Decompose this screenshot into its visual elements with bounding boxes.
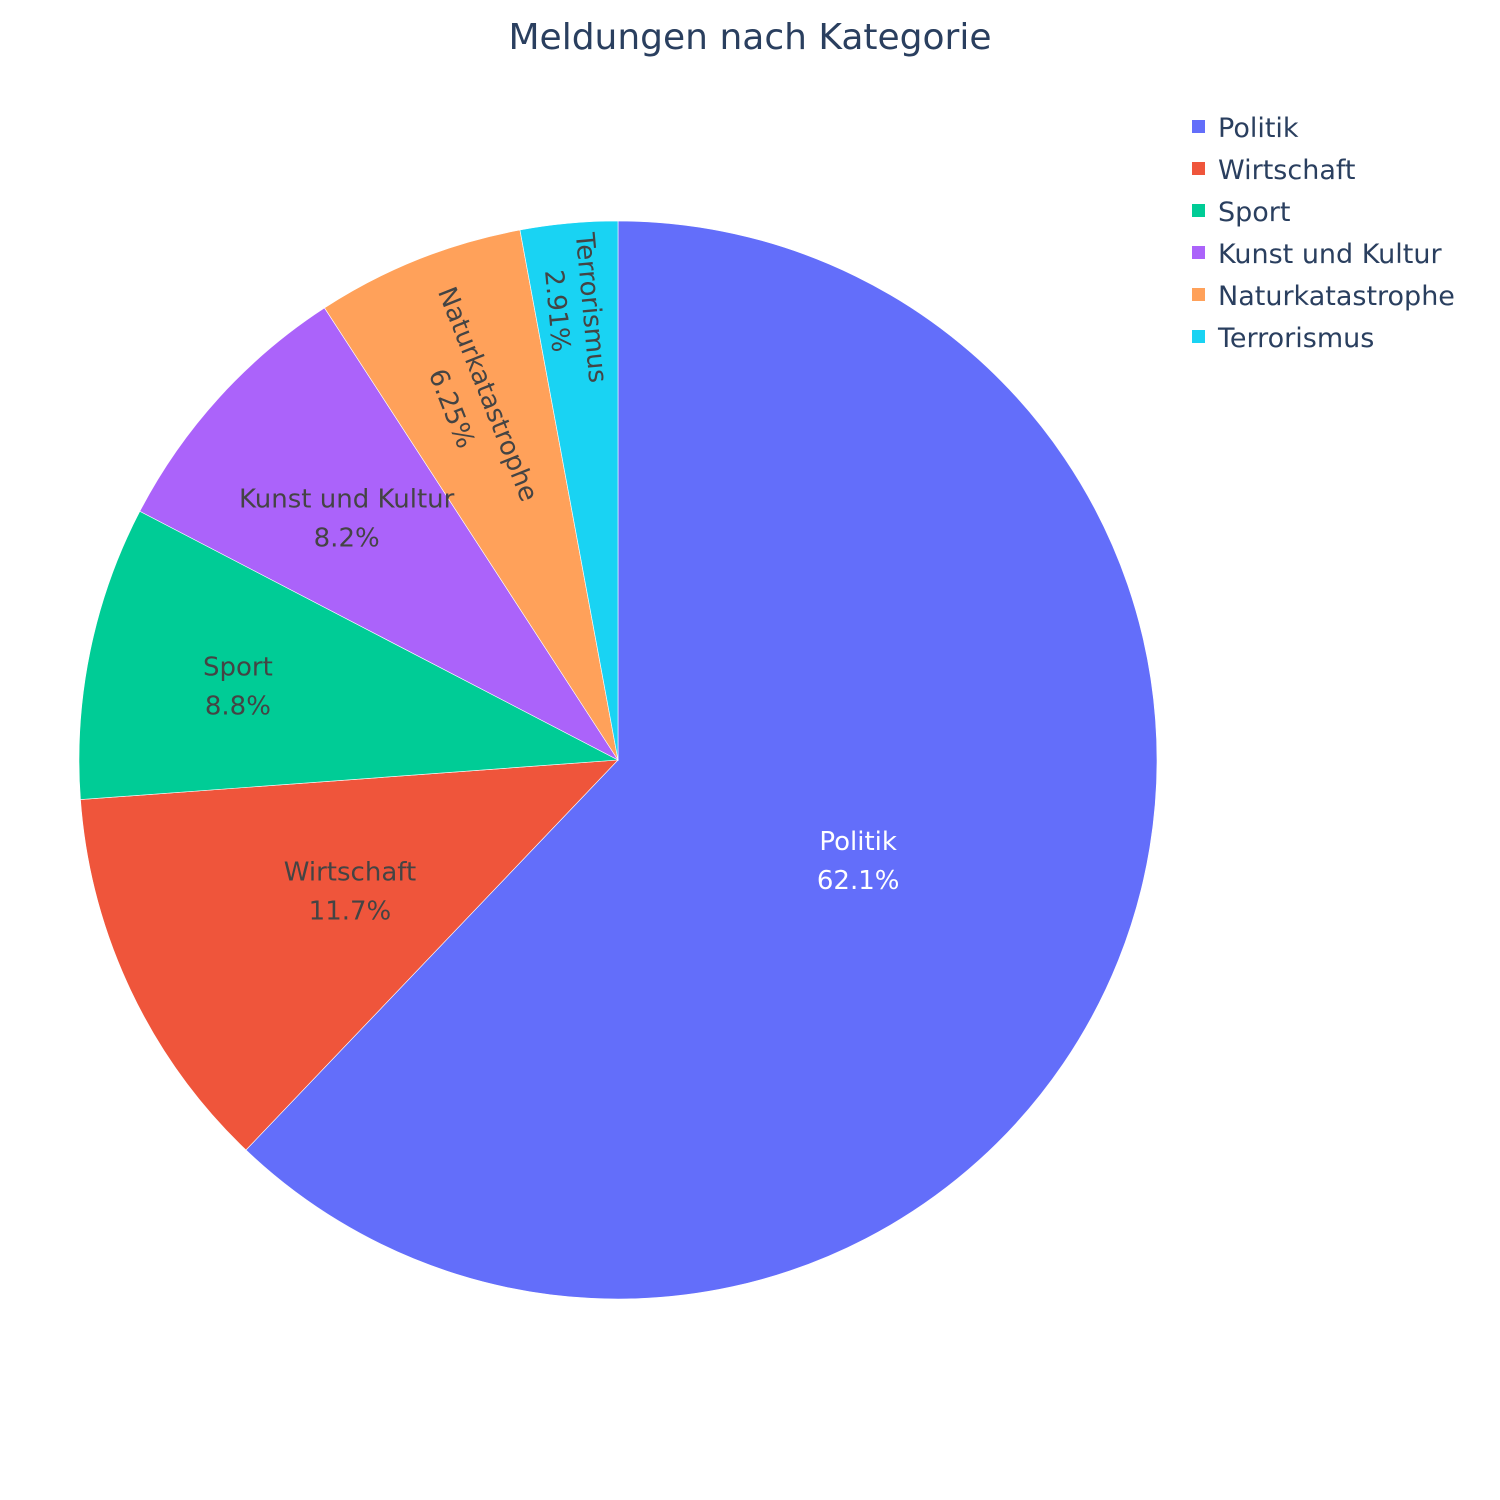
slice-label-kunst-und-kultur: Kunst und Kultur 8.2%: [239, 485, 455, 554]
slice-label-percent: 8.2%: [314, 524, 380, 554]
legend: Politik Wirtschaft Sport Kunst und Kultur Na…: [1192, 113, 1455, 354]
slice-label-name: Kunst und Kultur: [239, 485, 455, 515]
legend-item-politik[interactable]: Politik: [1192, 113, 1299, 144]
legend-swatch: [1192, 204, 1205, 217]
legend-label: Politik: [1218, 113, 1299, 144]
slice-label-percent: 11.7%: [309, 897, 392, 927]
legend-item-wirtschaft[interactable]: Wirtschaft: [1192, 155, 1355, 186]
slice-label-name: Politik: [819, 827, 897, 857]
legend-swatch: [1192, 120, 1205, 133]
legend-label: Kunst und Kultur: [1218, 239, 1442, 270]
pie-slice-naturkatastrophe[interactable]: [324, 229, 619, 761]
legend-label: Wirtschaft: [1218, 155, 1355, 186]
legend-item-terrorismus[interactable]: Terrorismus: [1192, 323, 1374, 354]
pie-slice-wirtschaft[interactable]: [80, 759, 619, 1151]
slice-label-name: Wirtschaft: [284, 858, 416, 888]
legend-swatch: [1192, 330, 1205, 343]
legend-label: Naturkatastrophe: [1218, 281, 1455, 312]
pie-slice-politik[interactable]: [245, 220, 1158, 1300]
legend-swatch: [1192, 162, 1205, 175]
legend-item-kunst-und-kultur[interactable]: Kunst und Kultur: [1192, 239, 1442, 270]
legend-item-naturkatastrophe[interactable]: Naturkatastrophe: [1192, 281, 1455, 312]
pie-slices: [78, 220, 1158, 1300]
legend-label: Terrorismus: [1217, 323, 1374, 354]
legend-label: Sport: [1218, 197, 1290, 228]
pie-slice-kunst-und-kultur[interactable]: [139, 307, 619, 761]
chart-title: Meldungen nach Kategorie: [508, 17, 991, 58]
legend-item-sport[interactable]: Sport: [1192, 197, 1290, 228]
slice-label-percent: 8.8%: [205, 692, 271, 722]
slice-label-percent: 62.1%: [817, 866, 900, 896]
pie-slice-sport[interactable]: [78, 510, 620, 800]
legend-swatch: [1192, 246, 1205, 259]
slice-label-name: Sport: [203, 653, 273, 683]
slice-label-politik: Politik 62.1%: [817, 827, 900, 896]
legend-swatch: [1192, 288, 1205, 301]
slice-label-wirtschaft: Wirtschaft 11.7%: [284, 858, 416, 927]
pie-slice-terrorismus[interactable]: [519, 220, 619, 761]
slice-label-sport: Sport 8.8%: [203, 653, 273, 722]
